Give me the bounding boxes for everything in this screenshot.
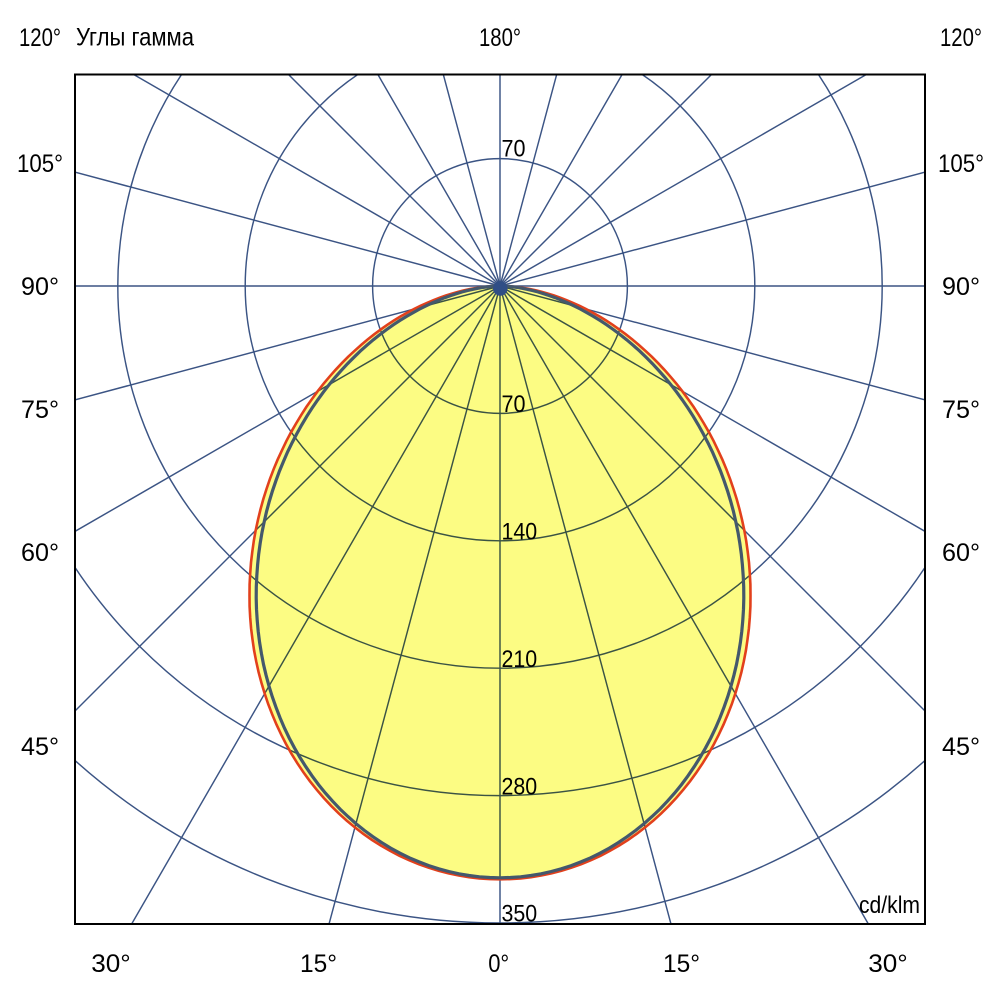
svg-text:0°: 0° (488, 950, 509, 978)
svg-text:30°: 30° (868, 950, 908, 978)
svg-text:105°: 105° (938, 150, 984, 178)
svg-text:280: 280 (502, 774, 538, 801)
svg-text:cd/klm: cd/klm (859, 892, 920, 919)
svg-text:15°: 15° (663, 950, 700, 978)
svg-text:75°: 75° (21, 396, 59, 424)
svg-text:45°: 45° (21, 733, 59, 761)
svg-text:60°: 60° (942, 539, 980, 567)
svg-text:180°: 180° (479, 24, 521, 52)
svg-text:15°: 15° (300, 950, 337, 978)
svg-text:Углы гамма: Углы гамма (76, 24, 194, 52)
svg-text:120°: 120° (19, 24, 61, 52)
svg-text:90°: 90° (21, 273, 59, 301)
svg-text:45°: 45° (942, 733, 980, 761)
svg-text:120°: 120° (940, 24, 982, 52)
svg-text:70: 70 (502, 391, 526, 418)
svg-text:90°: 90° (942, 273, 980, 301)
svg-text:30°: 30° (91, 950, 131, 978)
svg-text:105°: 105° (17, 150, 63, 178)
svg-text:70: 70 (502, 136, 526, 163)
svg-text:60°: 60° (21, 539, 59, 567)
svg-text:75°: 75° (942, 396, 980, 424)
svg-text:210: 210 (502, 646, 538, 673)
svg-text:140: 140 (502, 519, 538, 546)
svg-text:350: 350 (502, 900, 538, 927)
